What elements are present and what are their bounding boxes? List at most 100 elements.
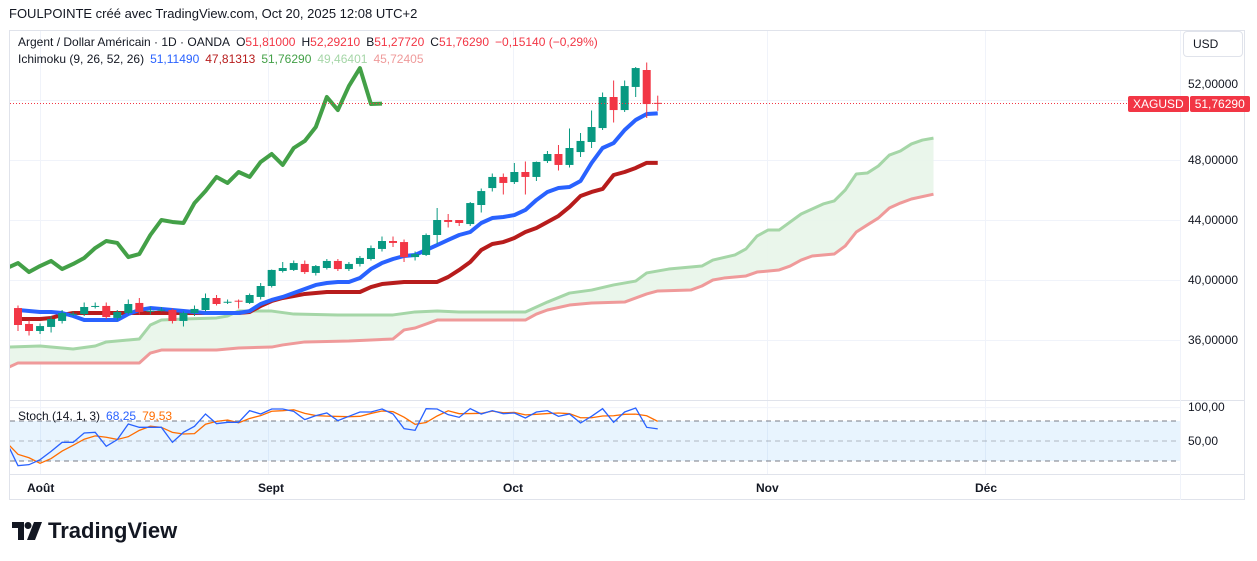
stoch-legend[interactable]: Stoch (14, 1, 3) 68,25 79,53 (18, 409, 178, 423)
badge-price: 51,76290 (1189, 96, 1250, 112)
time-label-aug: Août (27, 481, 55, 495)
senkou-a-line (10, 136, 934, 351)
candle-body (223, 301, 232, 303)
time-label-oct: Oct (503, 481, 524, 495)
main-pane[interactable] (7, 62, 1180, 369)
candle-body (25, 323, 34, 331)
candle-body (300, 263, 309, 273)
ichimoku-cloud (10, 138, 934, 367)
candle (267, 269, 276, 288)
candle (190, 305, 199, 316)
candle-body (36, 326, 45, 331)
badge-symbol: XAGUSD (1128, 96, 1189, 112)
currency-button[interactable]: USD (1183, 31, 1243, 57)
candle (201, 293, 210, 312)
candle-body (631, 68, 640, 87)
candle (113, 310, 122, 321)
stoch-k-value: 68,25 (106, 409, 137, 423)
candle-body (157, 309, 166, 311)
price-tick-label: 44,00000 (1188, 213, 1239, 227)
grid-lines (10, 31, 1180, 474)
candle (499, 173, 508, 195)
candle-body (289, 263, 298, 270)
candle-body (554, 154, 563, 165)
candle-body (69, 313, 78, 315)
candle (366, 245, 375, 261)
candle (179, 311, 188, 327)
candle (554, 145, 563, 171)
senkou-a-value: 49,46401 (317, 52, 368, 66)
price-tick-label: 48,00000 (1188, 153, 1239, 167)
last-price-badge: XAGUSD 51,76290 (1128, 96, 1250, 112)
senkou-b-value: 45,72405 (373, 52, 424, 66)
candle-body (333, 260, 342, 270)
candle (477, 188, 486, 213)
candle (157, 307, 166, 312)
candle (653, 95, 662, 111)
candle (234, 299, 243, 309)
candle-body (400, 242, 409, 258)
candle-body (543, 154, 552, 162)
candle (256, 283, 265, 300)
candle-body (168, 310, 177, 321)
low-label: B (366, 35, 375, 49)
open-value: 51,81000 (245, 35, 296, 49)
candle (609, 80, 618, 123)
symbol-legend[interactable]: Argent / Dollar Américain · 1D · OANDA O5… (18, 35, 604, 49)
candle-body (47, 319, 56, 327)
stoch-k-line (10, 407, 658, 467)
stoch-tick-label: 100,00 (1188, 400, 1225, 414)
candle-body (521, 172, 530, 177)
candle-body (433, 220, 442, 235)
ichimoku-title[interactable]: Ichimoku (9, 26, 52, 26) (18, 52, 145, 66)
candle-body (344, 263, 353, 270)
candle-body (190, 308, 199, 313)
candle-body (598, 97, 607, 129)
candle (69, 311, 78, 316)
candle-body (14, 308, 22, 325)
candle (355, 256, 364, 267)
low-value: 51,27720 (374, 35, 425, 49)
candle (124, 299, 133, 315)
candle (642, 62, 651, 118)
candle (245, 293, 254, 304)
candle (543, 151, 552, 163)
candle (146, 307, 155, 315)
candle (36, 323, 45, 334)
candle-body (444, 220, 453, 222)
candle (411, 251, 420, 261)
candle-body (278, 268, 287, 271)
candle (14, 305, 22, 331)
candle (212, 295, 221, 306)
tradingview-logo[interactable]: TradingView (12, 518, 177, 544)
candle (455, 220, 464, 226)
candle (521, 161, 530, 195)
stoch-title[interactable]: Stoch (14, 1, 3) (18, 409, 101, 423)
symbol-title[interactable]: Argent / Dollar Américain · 1D · OANDA (18, 35, 231, 49)
candle-body (234, 300, 243, 302)
candle (58, 310, 67, 324)
candle-body (576, 140, 585, 153)
candle-body (477, 191, 486, 205)
candle-body (102, 305, 111, 318)
candle-body (411, 254, 420, 258)
logo-text: TradingView (48, 518, 178, 543)
candle-body (510, 172, 519, 183)
candle-body (366, 248, 375, 259)
stoch-pane[interactable] (7, 407, 1180, 467)
candle-body (80, 307, 89, 315)
time-label-dec: Déc (975, 481, 998, 495)
stoch-d-value: 79,53 (142, 409, 173, 423)
candle-body (212, 298, 221, 304)
candle (168, 308, 177, 324)
kijun-value: 47,81313 (205, 52, 256, 66)
candle-body (91, 305, 100, 307)
candle-body (311, 266, 320, 273)
candle-body (256, 286, 265, 297)
candle (565, 128, 574, 168)
candle-body (565, 148, 574, 165)
candle (102, 302, 111, 319)
tradingview-logo-icon (12, 522, 42, 540)
ichimoku-legend[interactable]: Ichimoku (9, 26, 52, 26) 51,11490 47,81313… (18, 52, 430, 66)
